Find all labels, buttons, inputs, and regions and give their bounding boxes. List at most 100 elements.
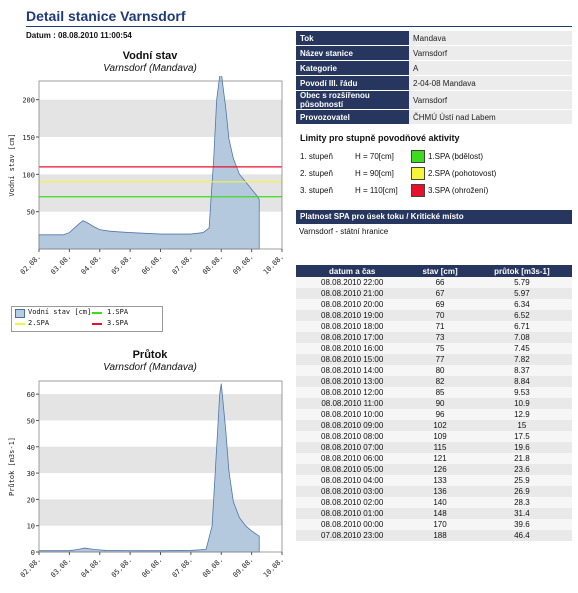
cell-datetime: 08.08.2010 16:00 <box>296 343 409 354</box>
station-info-key: Povodí III. řádu <box>296 75 409 91</box>
cell-datetime: 08.08.2010 07:00 <box>296 442 409 453</box>
y-tick-label: 10 <box>27 523 35 531</box>
cell-datetime: 08.08.2010 18:00 <box>296 321 409 332</box>
cell-discharge: 6.71 <box>471 321 572 332</box>
y-tick-label: 60 <box>27 391 35 399</box>
cell-datetime: 08.08.2010 02:00 <box>296 497 409 508</box>
y-axis-label: Vodní stav [cm] <box>8 133 16 196</box>
cell-level: 90 <box>408 398 472 409</box>
measurements-header: datum a čas <box>296 265 409 277</box>
cell-datetime: 08.08.2010 01:00 <box>296 508 409 519</box>
cell-discharge: 46.4 <box>471 530 572 541</box>
y-tick-label: 0 <box>31 549 35 557</box>
series-area <box>38 76 260 250</box>
table-row: 08.08.2010 09:00 102 15 <box>296 420 572 431</box>
x-tick-label: 07.08. <box>171 253 195 277</box>
station-info-value: Mandava <box>409 31 572 46</box>
station-info-key: Tok <box>296 31 409 46</box>
cell-level: 82 <box>408 376 472 387</box>
series-area <box>38 383 260 553</box>
cell-discharge: 5.79 <box>471 277 572 288</box>
cell-discharge: 5.97 <box>471 288 572 299</box>
cell-level: 126 <box>408 464 472 475</box>
station-info-key: Název stanice <box>296 45 409 61</box>
cell-discharge: 8.84 <box>471 376 572 387</box>
x-tick-label: 03.08. <box>49 556 73 580</box>
cell-level: 67 <box>408 288 472 299</box>
station-info-key: Obec s rozšířenou působností <box>296 90 409 110</box>
cell-discharge: 19.6 <box>471 442 572 453</box>
limit-label: 2.SPA (pohotovost) <box>428 169 497 178</box>
x-tick-label: 05.08. <box>110 556 134 580</box>
y-tick-label: 200 <box>22 97 35 105</box>
cell-level: 69 <box>408 299 472 310</box>
y-tick-label: 150 <box>22 134 35 142</box>
cell-datetime: 08.08.2010 00:00 <box>296 519 409 530</box>
limit-color-swatch <box>411 167 425 180</box>
cell-discharge: 15 <box>471 420 572 431</box>
cell-datetime: 08.08.2010 05:00 <box>296 464 409 475</box>
y-tick-label: 50 <box>27 209 35 217</box>
limit-stage: 2. stupeň <box>300 169 333 178</box>
station-info-row: Tok Mandava <box>296 31 572 46</box>
cell-discharge: 31.4 <box>471 508 572 519</box>
cell-datetime: 08.08.2010 20:00 <box>296 299 409 310</box>
table-row: 08.08.2010 21:00 67 5.97 <box>296 288 572 299</box>
limit-label: 3.SPA (ohrožení) <box>428 186 489 195</box>
y-tick-label: 40 <box>27 444 35 452</box>
cell-discharge: 25.9 <box>471 475 572 486</box>
station-info-value: A <box>409 60 572 76</box>
limit-row: 1. stupeň H = 70[cm] 1.SPA (bdělost) <box>300 150 570 164</box>
x-tick-label: 03.08. <box>49 253 73 277</box>
x-tick-label: 05.08. <box>110 253 134 277</box>
table-row: 08.08.2010 03:00 136 26.9 <box>296 486 572 497</box>
cell-discharge: 21.8 <box>471 453 572 464</box>
measurements-table: datum a čas stav [cm] průtok [m3s-1] 08.08… <box>296 265 572 541</box>
spa-location: Varnsdorf - státní hranice <box>299 227 389 236</box>
x-tick-label: 09.08. <box>231 253 255 277</box>
legend-label-water: Vodní stav [cm] <box>28 308 92 316</box>
cell-datetime: 08.08.2010 22:00 <box>296 277 409 288</box>
cell-level: 188 <box>408 530 472 541</box>
y-tick-label: 20 <box>27 496 35 504</box>
cell-level: 121 <box>408 453 472 464</box>
limit-row: 3. stupeň H = 110[cm] 3.SPA (ohrožení) <box>300 184 570 198</box>
cell-discharge: 28.3 <box>471 497 572 508</box>
y-tick-label: 100 <box>22 171 35 179</box>
table-row: 08.08.2010 06:00 121 21.8 <box>296 453 572 464</box>
cell-level: 71 <box>408 321 472 332</box>
table-row: 08.08.2010 07:00 115 19.6 <box>296 442 572 453</box>
station-info-value: Varnsdorf <box>409 45 572 61</box>
y-axis-label: Průtok [m3s-1] <box>8 437 16 496</box>
cell-discharge: 7.45 <box>471 343 572 354</box>
station-info-row: Název stanice Varnsdorf <box>296 45 572 61</box>
x-tick-label: 07.08. <box>171 556 195 580</box>
cell-datetime: 08.08.2010 21:00 <box>296 288 409 299</box>
cell-discharge: 39.6 <box>471 519 572 530</box>
station-info-table: Tok Mandava Název stanice Varnsdorf Kategori… <box>296 31 572 125</box>
cell-discharge: 23.6 <box>471 464 572 475</box>
chart1-subtitle: Varnsdorf (Mandava) <box>103 63 197 74</box>
page-title: Detail stanice Varnsdorf <box>26 8 186 24</box>
cell-level: 80 <box>408 365 472 376</box>
limit-height: H = 110[cm] <box>355 186 398 195</box>
limit-color-swatch <box>411 184 425 197</box>
table-row: 08.08.2010 14:00 80 8.37 <box>296 365 572 376</box>
cell-level: 136 <box>408 486 472 497</box>
limit-row: 2. stupeň H = 90[cm] 2.SPA (pohotovost) <box>300 167 570 181</box>
x-tick-label: 10.08. <box>262 556 286 580</box>
x-tick-label: 04.08. <box>80 253 104 277</box>
chart-legend: Vodní stav [cm] 2.SPA 1.SPA 3.SPA <box>11 306 163 332</box>
cell-level: 140 <box>408 497 472 508</box>
cell-level: 85 <box>408 387 472 398</box>
cell-level: 75 <box>408 343 472 354</box>
x-tick-label: 04.08. <box>80 556 104 580</box>
cell-discharge: 7.82 <box>471 354 572 365</box>
x-tick-label: 10.08. <box>262 253 286 277</box>
cell-discharge: 8.37 <box>471 365 572 376</box>
grid-band <box>39 99 282 137</box>
cell-datetime: 08.08.2010 08:00 <box>296 431 409 442</box>
cell-discharge: 10.9 <box>471 398 572 409</box>
cell-discharge: 9.53 <box>471 387 572 398</box>
water-level-chart: 50 100 150 200 02.08. 03.08. 04.08. 05.08. 06.08… <box>8 76 286 277</box>
